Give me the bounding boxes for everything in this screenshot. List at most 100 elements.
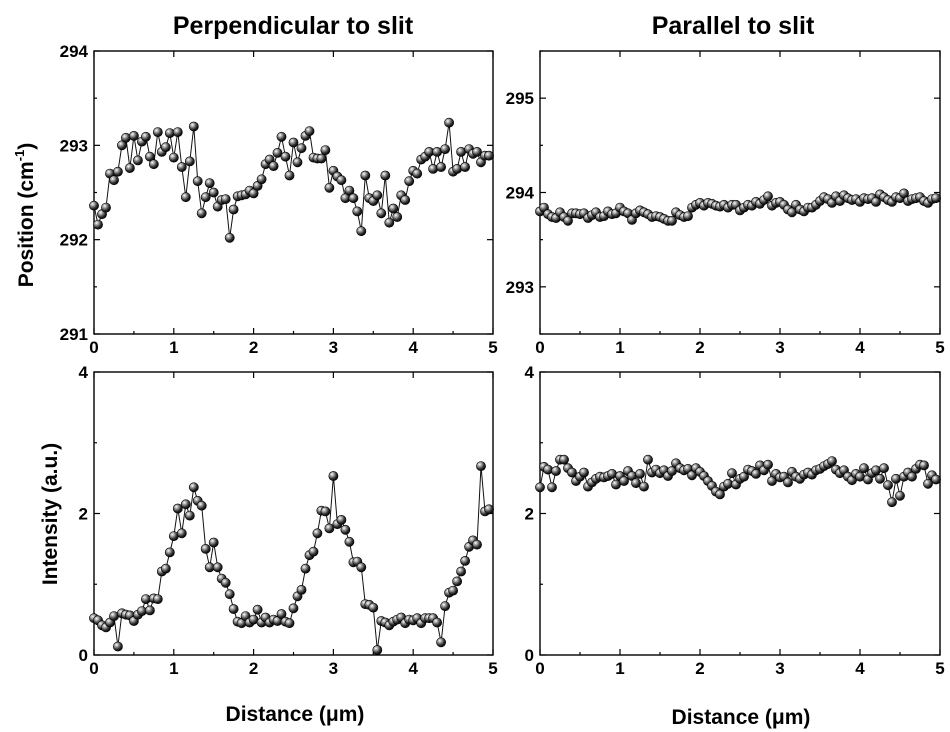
data-point [256,174,267,185]
data-point [172,503,183,514]
data-point [372,645,383,655]
data-point [639,481,649,492]
data-point [101,202,111,213]
data-point [727,468,737,479]
perp-x-axis-label: Distance (μm) [226,703,365,726]
x-tick-label: 3 [775,338,784,357]
data-point [224,232,235,243]
panel-perp_int: 0 1 2 3 4 5 0 2 4 [79,363,498,678]
x-tick-label: 3 [775,659,784,678]
data-point [456,566,466,577]
data-point [543,464,553,475]
data-point [212,562,223,573]
data-point [607,468,617,479]
data-point [113,166,123,177]
data-point [859,463,869,474]
data-point [312,528,323,539]
data-point [320,506,331,517]
data-point [288,137,299,148]
data-point [268,161,279,171]
x-tick-label: 3 [329,659,338,678]
y-tick-label: 293 [506,278,534,297]
data-point [308,546,319,557]
data-point [132,155,143,166]
x-tick-label: 4 [408,659,418,678]
data-point [635,468,645,479]
data-point [180,499,191,510]
data-point [340,524,351,535]
data-point [891,473,901,484]
data-point [899,188,909,199]
data-point [404,176,415,187]
data-point [907,471,917,482]
data-point [304,126,315,137]
intensity-y-axis-label: Intensity (a.u.) [39,443,62,585]
data-point [228,604,239,614]
x-tick-label: 2 [695,338,704,357]
data-point [208,187,219,198]
x-tick-label: 3 [329,338,338,357]
data-point [763,191,773,202]
data-point [196,208,207,219]
y-tick-label: 294 [506,184,535,203]
x-tick-label: 5 [488,338,497,357]
y-tick-label: 292 [60,231,88,250]
x-tick-label: 4 [408,338,418,357]
data-point [368,602,379,613]
data-point [460,162,470,172]
data-point [476,461,486,471]
panel-par_pos: 0 1 2 3 4 5 293 294 295 [506,50,945,357]
panel-perp_pos: 0 1 2 3 4 5 291 292 293 294 [60,42,498,357]
x-tick-label: 5 [935,338,944,357]
data-point [316,153,327,164]
data-point [336,175,347,186]
data-point [148,159,159,170]
data-point [144,605,155,616]
data-point [296,143,307,154]
data-point [184,156,195,167]
y-tick-label: 291 [60,325,88,344]
data-point [324,523,335,534]
data-point [452,163,462,174]
y-tick-label: 0 [79,646,88,665]
panel-par_int: 0 1 2 3 4 5 0 2 4 [525,363,945,678]
data-point [300,563,311,574]
series-markers [89,461,494,655]
data-point [184,510,195,521]
par-column-title: Parallel to slit [652,12,815,40]
x-tick-label: 2 [695,659,704,678]
data-point [152,127,163,138]
x-tick-label: 0 [535,338,544,357]
data-point [376,208,387,219]
data-point [272,147,283,158]
data-point [887,497,897,508]
data-point [117,140,127,151]
data-point [328,471,339,481]
data-point [444,117,454,128]
data-point [176,528,187,539]
series-markers [89,117,494,243]
data-point [200,544,211,554]
data-point [109,175,119,186]
data-point [871,196,881,207]
data-point [715,489,725,500]
data-point [919,460,929,471]
y-tick-label: 0 [525,646,534,665]
data-point [484,504,494,515]
data-point [196,500,207,511]
y-tick-label: 293 [60,136,88,155]
data-point [296,585,307,595]
data-point [276,131,287,142]
series-markers [535,454,941,508]
data-point [428,163,438,174]
data-point [89,200,99,211]
data-point [923,478,933,489]
data-point [113,641,123,652]
data-point [360,170,371,181]
data-point [412,168,423,179]
data-point [288,603,299,614]
x-tick-label: 1 [615,659,624,678]
data-point [432,617,442,628]
data-point [388,203,399,214]
